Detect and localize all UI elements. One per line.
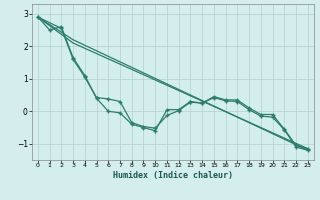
X-axis label: Humidex (Indice chaleur): Humidex (Indice chaleur) bbox=[113, 171, 233, 180]
